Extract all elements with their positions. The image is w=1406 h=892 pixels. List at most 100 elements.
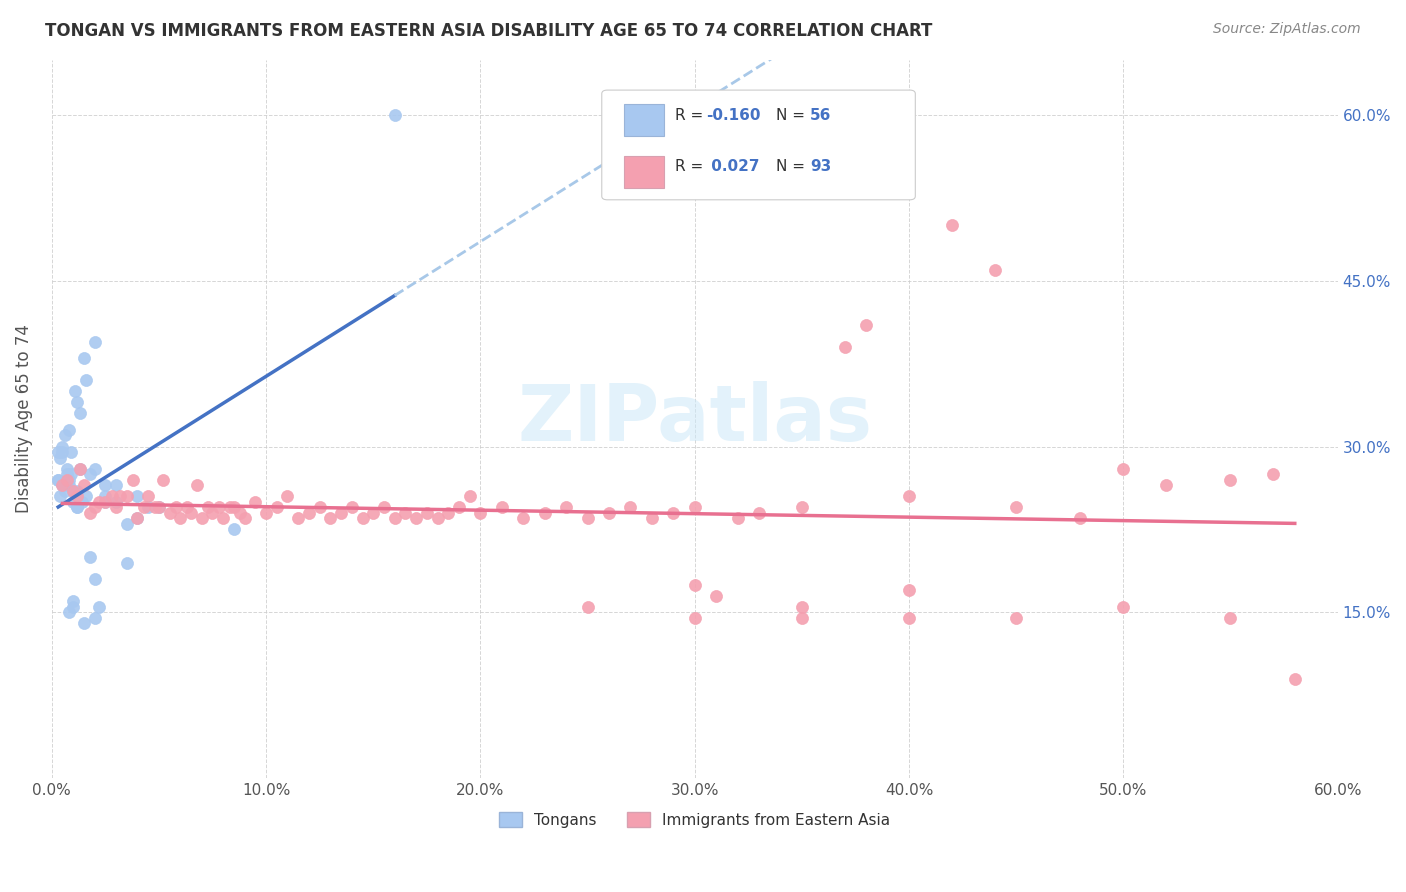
Point <box>83 461 105 475</box>
Point <box>60 467 83 482</box>
Point <box>53 483 76 498</box>
Point <box>458 489 481 503</box>
Text: 93: 93 <box>810 159 831 174</box>
Point <box>662 506 685 520</box>
Point <box>100 489 122 503</box>
Point <box>340 500 363 515</box>
Point <box>136 500 159 515</box>
Point <box>533 506 555 520</box>
Point <box>222 500 245 515</box>
Point <box>1112 461 1135 475</box>
Point <box>136 489 159 503</box>
Point <box>229 506 252 520</box>
Point <box>1154 478 1177 492</box>
Point <box>83 500 105 515</box>
Text: R =: R = <box>675 108 709 123</box>
Point <box>683 578 706 592</box>
Point <box>55 467 77 482</box>
Point <box>58 606 80 620</box>
Point <box>287 511 309 525</box>
Point <box>51 440 73 454</box>
Point <box>1005 611 1028 625</box>
Point <box>65 384 87 399</box>
Point <box>180 506 202 520</box>
Point <box>1284 672 1306 686</box>
Point <box>55 473 77 487</box>
Point <box>73 616 96 631</box>
Point <box>115 516 138 531</box>
Point <box>66 500 89 515</box>
Point <box>233 511 256 525</box>
Point <box>276 489 298 503</box>
Point <box>66 483 89 498</box>
Point <box>122 473 145 487</box>
Point <box>62 483 84 498</box>
Point <box>470 506 492 520</box>
Point <box>704 589 727 603</box>
Point <box>115 556 138 570</box>
Point <box>361 506 384 520</box>
Point <box>132 500 155 515</box>
Point <box>491 500 513 515</box>
Point <box>222 523 245 537</box>
Point <box>727 511 749 525</box>
Point <box>79 550 101 565</box>
Point <box>898 611 921 625</box>
Point <box>598 506 620 520</box>
Point <box>94 495 117 509</box>
Point <box>373 500 395 515</box>
Point <box>49 450 72 465</box>
Point <box>384 108 406 122</box>
Point <box>51 478 73 492</box>
Point <box>58 473 80 487</box>
Point <box>53 478 76 492</box>
Point <box>512 511 534 525</box>
Point <box>619 500 641 515</box>
Point <box>197 500 219 515</box>
Point <box>66 395 89 409</box>
Point <box>62 495 84 509</box>
Text: N =: N = <box>776 108 810 123</box>
Point <box>73 351 96 365</box>
Point <box>748 506 770 520</box>
Point <box>790 599 813 614</box>
Point <box>55 461 77 475</box>
Point <box>218 500 240 515</box>
Point <box>319 511 342 525</box>
Point <box>66 489 89 503</box>
Point <box>60 445 83 459</box>
Point <box>69 461 91 475</box>
Point <box>51 478 73 492</box>
Point <box>83 572 105 586</box>
Point <box>105 478 128 492</box>
Point <box>576 599 599 614</box>
Point <box>83 611 105 625</box>
Point <box>394 506 416 520</box>
Point <box>69 461 91 475</box>
Point <box>70 495 93 509</box>
Point <box>127 489 149 503</box>
Text: ZIPatlas: ZIPatlas <box>517 381 872 457</box>
Point <box>352 511 374 525</box>
Point <box>437 506 460 520</box>
Point <box>66 500 89 515</box>
Point <box>46 473 69 487</box>
Point <box>683 500 706 515</box>
Point <box>75 373 97 387</box>
Point <box>73 478 96 492</box>
Text: -0.160: -0.160 <box>706 108 761 123</box>
Point <box>62 594 84 608</box>
Point <box>416 506 439 520</box>
Point <box>87 495 110 509</box>
Point <box>127 511 149 525</box>
Y-axis label: Disability Age 65 to 74: Disability Age 65 to 74 <box>15 325 32 514</box>
Point <box>191 511 214 525</box>
Text: 56: 56 <box>810 108 831 123</box>
Text: 0.027: 0.027 <box>706 159 759 174</box>
Point <box>426 511 449 525</box>
Point <box>159 506 181 520</box>
Point <box>855 318 877 332</box>
Point <box>790 500 813 515</box>
Point <box>105 500 128 515</box>
Point <box>51 445 73 459</box>
